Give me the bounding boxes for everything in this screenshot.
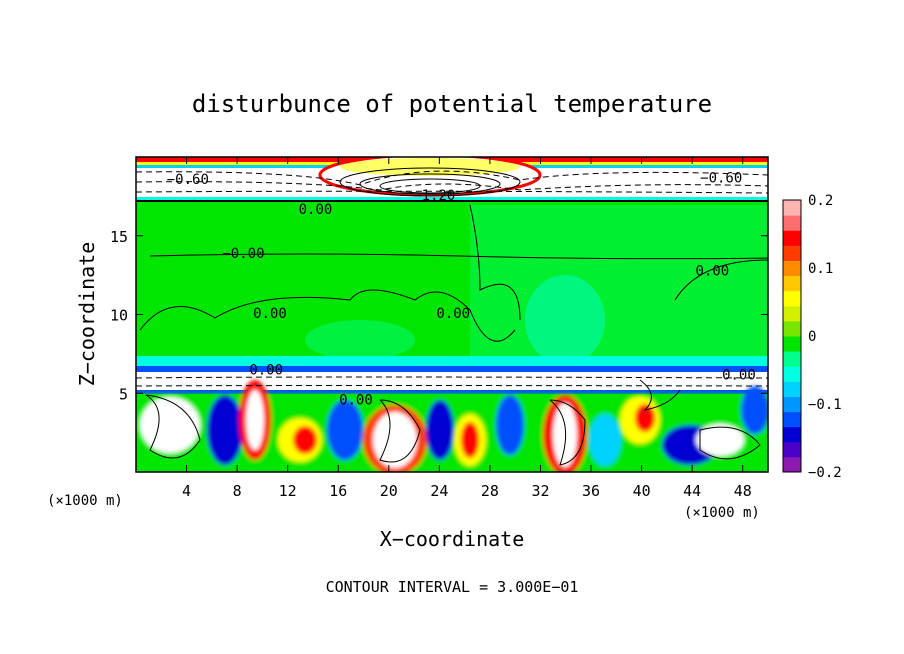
colorbar-swatch	[783, 260, 801, 277]
colorbar-swatch	[783, 215, 801, 231]
heatmap-field	[136, 157, 768, 472]
x-tick-label: 40	[633, 482, 651, 500]
lower-turbulence	[136, 380, 768, 472]
y-axis-label: Z−coordinate	[75, 242, 99, 387]
contour-label: 0.00	[299, 202, 333, 218]
contour-labels: −0.60 −0.60 −1.20 0.00 −0.00 0.00 0.00 0.00 0.00…	[167, 170, 756, 408]
contour-label: −0.00	[222, 246, 264, 262]
upper-warm-blob-edge	[340, 158, 520, 176]
x-tick-label: 12	[279, 482, 297, 500]
boundary-band-lower-blue	[136, 390, 768, 394]
y-tick-label: 15	[110, 228, 128, 246]
colorbar-swatch	[783, 305, 801, 322]
upper-bottom-band	[136, 197, 768, 202]
x-unit-right: (×1000 m)	[684, 505, 760, 521]
x-tick-label: 48	[734, 482, 752, 500]
boundary-band-blue	[136, 366, 768, 372]
contour-label: 0.00	[696, 263, 730, 279]
y-tick-label: 5	[119, 385, 128, 403]
y-tick-label: 10	[110, 307, 128, 325]
contour-label: −0.60	[167, 172, 209, 188]
colorbar-swatch	[783, 351, 801, 367]
colorbar-swatch	[783, 381, 801, 397]
mid-green-light	[470, 205, 768, 365]
colorbar-swatch	[783, 411, 801, 428]
colorbar-tick-label: −0.2	[808, 465, 842, 481]
contour-label: 0.00	[249, 363, 283, 379]
contour-label: 0.00	[722, 367, 756, 383]
x-tick-label: 44	[683, 482, 701, 500]
colorbar-swatch	[783, 396, 801, 413]
x-ticks: 4 8 12 16 20 24 28 32 36 40 44 48	[182, 157, 752, 500]
x-axis-label: X−coordinate	[380, 527, 525, 551]
contour-label: 0.00	[436, 306, 470, 322]
colorbar-swatch	[783, 290, 801, 307]
boundary-band-white	[136, 372, 768, 390]
contour-label: −0.60	[700, 170, 742, 186]
colorbar-swatch	[783, 230, 801, 246]
colorbar-swatch	[783, 200, 801, 216]
colorbar-swatch	[783, 245, 801, 261]
x-tick-label: 4	[182, 482, 191, 500]
x-tick-label: 32	[531, 482, 549, 500]
colorbar-swatch	[783, 366, 801, 382]
colorbar-tick-label: −0.1	[808, 397, 842, 413]
colorbar-swatch	[783, 275, 801, 292]
colorbar-swatch	[783, 426, 801, 443]
cyan-column	[525, 275, 605, 365]
colorbar-swatch	[783, 320, 801, 337]
colorbar: 0.2 0.1 0 −0.1 −0.2	[782, 193, 842, 481]
colorbar-frame	[782, 199, 802, 473]
colorbar-swatch	[783, 336, 801, 352]
x-tick-label: 28	[481, 482, 499, 500]
x-tick-label: 24	[430, 482, 448, 500]
contour-label: 0.00	[339, 393, 373, 409]
contour-lines	[136, 167, 768, 466]
x-tick-label: 36	[582, 482, 600, 500]
x-unit-left: (×1000 m)	[47, 493, 123, 509]
colorbar-tick-label: 0	[808, 329, 816, 345]
colorbar-tick-label: 0.1	[808, 261, 833, 277]
x-tick-label: 20	[380, 482, 398, 500]
colorbar-swatch	[783, 441, 801, 458]
x-tick-label: 8	[233, 482, 242, 500]
contour-label: 0.00	[253, 306, 287, 322]
y-ticks: 5 10 15	[110, 228, 768, 403]
contour-interval-note: CONTOUR INTERVAL = 3.000E−01	[326, 578, 579, 596]
x-tick-label: 16	[329, 482, 347, 500]
boundary-band-cyan	[136, 356, 768, 366]
colorbar-swatch	[783, 456, 801, 473]
contour-label: −1.20	[413, 188, 455, 204]
chart-title: disturbunce of potential temperature	[192, 90, 712, 118]
cyan-patch-2	[305, 320, 415, 360]
colorbar-tick-label: 0.2	[808, 193, 833, 209]
